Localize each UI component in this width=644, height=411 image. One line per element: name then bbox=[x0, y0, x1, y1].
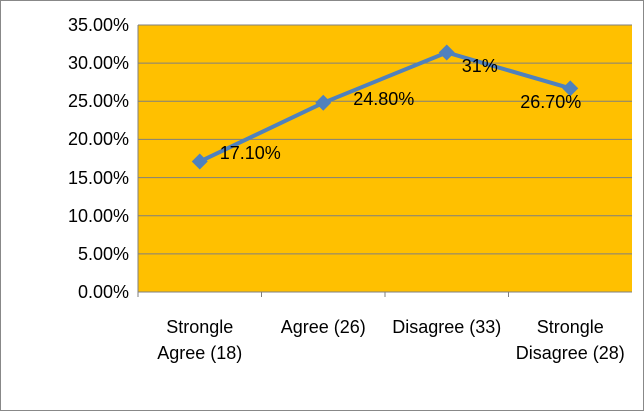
y-tick-label: 20.00% bbox=[67, 129, 129, 150]
data-label: 26.70% bbox=[520, 92, 582, 113]
series-line bbox=[198, 50, 571, 164]
plot-area bbox=[138, 25, 632, 292]
x-tick-label: Strongle Disagree (28) bbox=[515, 317, 625, 363]
x-tick-label: Strongle Agree (18) bbox=[157, 317, 243, 363]
data-point bbox=[438, 44, 455, 61]
y-tick-label: 5.00% bbox=[77, 243, 129, 264]
x-tick-label: Disagree (33) bbox=[392, 317, 502, 337]
y-tick-label: 0.00% bbox=[77, 282, 129, 302]
y-tick-label: 35.00% bbox=[67, 15, 129, 35]
y-tick-label: 10.00% bbox=[67, 205, 129, 226]
data-point bbox=[191, 153, 208, 170]
data-label: 24.80% bbox=[353, 88, 415, 109]
y-tick-label: 30.00% bbox=[67, 53, 129, 74]
data-point bbox=[562, 80, 579, 97]
x-tick-label: Agree (26) bbox=[280, 317, 366, 337]
data-label: 31% bbox=[461, 56, 498, 77]
y-tick-label: 15.00% bbox=[67, 167, 129, 188]
data-label: 17.10% bbox=[219, 142, 281, 163]
data-point bbox=[315, 94, 332, 111]
y-tick-label: 25.00% bbox=[67, 91, 129, 112]
